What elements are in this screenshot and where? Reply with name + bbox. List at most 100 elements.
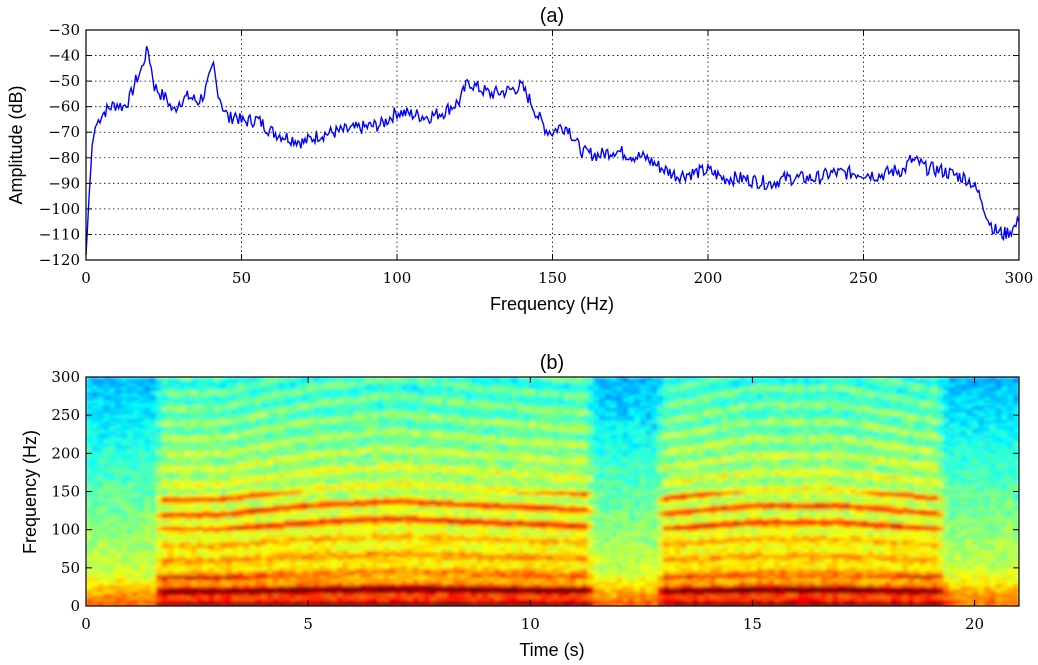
chart-b-heatmap-cell <box>330 417 338 421</box>
chart-b-heatmap-cell <box>167 583 175 587</box>
chart-b-heatmap-cell <box>354 522 361 526</box>
chart-b-heatmap-cell <box>307 478 315 482</box>
chart-b-heatmap-cell <box>144 509 151 513</box>
chart-b-heatmap-cell <box>161 491 169 495</box>
chart-b-heatmap-cell <box>214 514 221 518</box>
chart-b-heatmap-cell <box>190 404 198 409</box>
chart-b-heatmap-cell <box>150 402 157 406</box>
chart-b-heatmap-cell <box>138 453 145 457</box>
chart-b-heatmap-cell <box>284 491 291 495</box>
chart-b-heatmap-cell <box>330 422 338 426</box>
chart-b-heatmap-cell <box>307 435 315 439</box>
chart-b-heatmap-cell <box>225 430 233 434</box>
chart-b-heatmap-cell <box>325 430 332 434</box>
chart-b-heatmap-cell <box>190 392 198 396</box>
chart-b-heatmap-cell <box>109 514 116 518</box>
chart-b-heatmap-cell <box>266 412 274 416</box>
chart-b-heatmap-cell <box>284 509 291 513</box>
chart-b-heatmap-cell <box>173 544 180 549</box>
chart-b-heatmap-cell <box>231 476 239 480</box>
chart-b-heatmap-cell <box>185 598 192 602</box>
chart-b-heatmap-cell <box>354 384 361 388</box>
chart-b-heatmap-cell <box>360 555 367 559</box>
chart-b-heatmap-cell <box>371 532 379 536</box>
chart-b-heatmap-cell <box>208 494 215 498</box>
chart-b-heatmap-cell <box>120 410 128 414</box>
chart-b-heatmap-cell <box>167 552 175 556</box>
chart-b-heatmap-cell <box>290 466 297 470</box>
chart-b-heatmap-cell <box>295 468 303 472</box>
chart-a-x-tick-label: 0 <box>81 269 91 287</box>
chart-b-heatmap-cell <box>167 453 175 457</box>
chart-b-heatmap-cell <box>266 555 274 559</box>
chart-b-heatmap-cell <box>115 565 122 569</box>
chart-b-heatmap-cell <box>231 506 239 510</box>
chart-b-heatmap-cell <box>173 499 180 503</box>
chart-b-heatmap-cell <box>220 499 227 503</box>
chart-b-heatmap-cell <box>319 491 326 495</box>
chart-b-heatmap-cell <box>120 478 128 482</box>
chart-b-heatmap-cell <box>319 600 326 605</box>
chart-b-heatmap-cell <box>278 425 285 429</box>
chart-b-heatmap-cell <box>231 509 239 513</box>
chart-b-heatmap-cell <box>91 389 99 393</box>
chart-b-heatmap-cell <box>97 534 105 538</box>
chart-b-heatmap-cell <box>138 537 145 541</box>
chart-b-heatmap-cell <box>91 422 99 426</box>
chart-b-heatmap-cell <box>395 382 402 386</box>
chart-b-heatmap-cell <box>132 494 140 498</box>
chart-b-heatmap-cell <box>173 455 180 460</box>
chart-b-heatmap-cell <box>237 384 245 388</box>
chart-b-heatmap-cell <box>284 379 291 383</box>
chart-b-heatmap-cell <box>190 506 198 510</box>
chart-b-heatmap-cell <box>225 522 233 526</box>
chart-b-heatmap-cell <box>336 595 344 599</box>
chart-b-heatmap-cell <box>330 440 338 444</box>
chart-b-heatmap-cell <box>179 522 186 526</box>
chart-b-heatmap-cell <box>103 410 110 414</box>
chart-b-heatmap-cell <box>295 445 303 449</box>
chart-b-heatmap-cell <box>342 570 349 574</box>
chart-b-heatmap-cell <box>389 473 396 477</box>
chart-b-heatmap-cell <box>208 524 215 528</box>
chart-b-heatmap-cell <box>190 595 198 599</box>
chart-b-heatmap-cell <box>266 557 274 561</box>
chart-b-heatmap-cell <box>290 560 297 564</box>
chart-b-heatmap-cell <box>132 562 140 566</box>
chart-b-heatmap-cell <box>272 455 280 460</box>
chart-b-heatmap-cell <box>389 516 396 521</box>
chart-b-heatmap-cell <box>237 399 245 404</box>
chart-b-heatmap-cell <box>260 415 268 419</box>
chart-b-heatmap-cell <box>126 415 134 419</box>
chart-b-heatmap-cell <box>371 399 379 404</box>
chart-b-heatmap-cell <box>319 445 326 449</box>
chart-b-heatmap-cell <box>348 468 355 472</box>
chart-b-heatmap-cell <box>150 425 157 429</box>
chart-b-heatmap-cell <box>342 382 349 386</box>
chart-b-heatmap-cell <box>243 580 250 584</box>
chart-b-heatmap-cell <box>284 529 291 533</box>
chart-b-heatmap-cell <box>237 550 245 554</box>
chart-b-heatmap-cell <box>383 422 390 426</box>
chart-b-heatmap-cell <box>161 450 169 454</box>
chart-b-heatmap-cell <box>237 575 245 579</box>
chart-b-heatmap-cell <box>231 590 239 594</box>
chart-b-heatmap-cell <box>208 509 215 513</box>
chart-b-heatmap-cell <box>126 565 134 569</box>
chart-b-heatmap-cell <box>190 435 198 439</box>
chart-b-heatmap-cell <box>325 407 332 411</box>
chart-b-heatmap-cell <box>161 588 169 592</box>
chart-b-heatmap-cell <box>196 410 204 414</box>
chart-b-heatmap-cell <box>185 481 192 485</box>
chart-b-heatmap-cell <box>196 481 204 485</box>
chart-b-heatmap-cell <box>255 435 262 439</box>
chart-b-heatmap-cell <box>144 420 151 424</box>
chart-b-heatmap-cell <box>336 488 344 493</box>
chart-b-heatmap-cell <box>272 519 280 523</box>
chart-b-heatmap-cell <box>301 537 309 541</box>
chart-b-heatmap-cell <box>295 595 303 599</box>
chart-b-heatmap-cell <box>255 534 262 538</box>
chart-b-heatmap-cell <box>255 578 262 582</box>
chart-b-heatmap-cell <box>214 382 221 386</box>
chart-b-heatmap-cell <box>150 387 157 391</box>
